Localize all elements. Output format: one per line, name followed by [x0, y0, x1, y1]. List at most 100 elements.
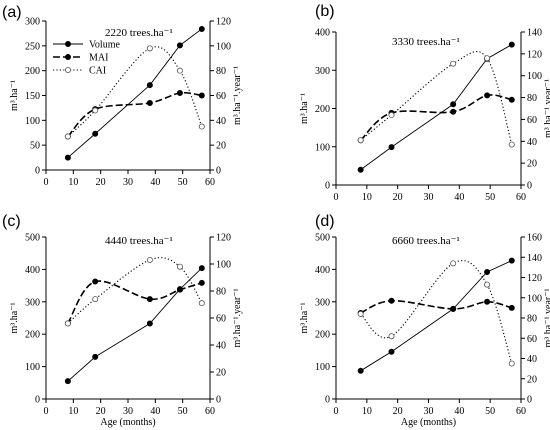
data-point-mai	[388, 297, 395, 304]
x-tick-label: 60	[516, 192, 526, 203]
data-point-cai	[64, 133, 71, 140]
x-tick-label: 60	[516, 406, 526, 417]
legend-entry: MAI	[89, 53, 108, 64]
data-point-mai	[146, 296, 153, 303]
series-line-cai	[360, 260, 513, 364]
series-line-mai	[67, 280, 203, 324]
data-point-mai	[508, 96, 515, 103]
y-right-tick-label: 60	[216, 314, 226, 325]
data-point-mai	[176, 286, 183, 293]
panel-title: 4440 trees.ha⁻¹	[105, 235, 173, 247]
y-right-tick-label: 140	[527, 28, 542, 39]
y-left-tick-label: 0	[325, 181, 330, 192]
y-left-tick-label: 0	[325, 395, 330, 406]
data-point-mai	[484, 298, 491, 305]
series-line-mai	[360, 94, 512, 141]
series-line-cai	[67, 46, 203, 137]
y-right-tick-label: 0	[216, 166, 221, 177]
data-point-mai	[146, 99, 153, 106]
x-tick-label: 30	[123, 406, 133, 417]
x-tick-label: 40	[150, 177, 160, 188]
legend-entry: CAI	[89, 66, 106, 77]
data-point-cai	[484, 55, 491, 62]
panel-label: (b)	[315, 3, 335, 20]
x-tick-label: 40	[454, 406, 464, 417]
data-point-cai	[450, 60, 457, 67]
y-left-tick-label: 200	[25, 66, 40, 77]
data-point-volume	[388, 348, 395, 355]
x-tick-label: 10	[362, 192, 372, 203]
y-right-tick-label: 120	[216, 233, 231, 244]
x-tick-label: 10	[362, 406, 372, 417]
y-right-tick-label: 80	[216, 66, 226, 77]
y-left-tick-label: 100	[25, 362, 40, 373]
y-left-tick-label: 500	[315, 233, 330, 244]
chart-panel-a: (a)0 10 20 30 40 50 60050100150200250300020406…	[2, 4, 243, 188]
x-tick-label: 20	[393, 192, 403, 203]
y-right-tick-label: 80	[527, 314, 537, 325]
data-point-cai	[198, 300, 205, 307]
y-left-tick-label: 250	[25, 41, 40, 52]
series-line-cai	[360, 50, 513, 145]
x-tick-label: 40	[454, 192, 464, 203]
data-point-mai	[198, 92, 205, 99]
data-point-cai	[508, 141, 515, 148]
y-right-tick-label: 120	[527, 273, 542, 284]
x-tick-label: 50	[178, 177, 188, 188]
x-tick-label: 20	[96, 177, 106, 188]
y-left-tick-label: 150	[25, 91, 40, 102]
y-axis-right-title: m³.ha⁻¹.year⁻¹	[543, 289, 550, 348]
data-point-cai	[508, 360, 515, 367]
data-point-cai	[64, 320, 71, 327]
data-point-volume	[176, 42, 183, 49]
y-left-tick-label: 300	[25, 17, 40, 28]
y-right-tick-label: 0	[527, 181, 532, 192]
data-point-volume	[146, 320, 153, 327]
y-right-tick-label: 120	[216, 17, 231, 28]
data-point-cai	[388, 333, 395, 340]
x-tick-label: 50	[485, 192, 495, 203]
panel-label: (d)	[315, 213, 335, 230]
data-point-volume	[92, 353, 99, 360]
x-tick-label: 0	[334, 192, 339, 203]
x-tick-label: 10	[68, 177, 78, 188]
chart-panel-d: (d)0 10 20 30 40 50 60010020030040050002040608…	[299, 213, 550, 428]
data-point-volume	[450, 101, 457, 108]
legend-marker-cai	[65, 67, 72, 74]
data-point-cai	[92, 296, 99, 303]
y-left-tick-label: 200	[315, 330, 330, 341]
y-right-tick-label: 100	[216, 260, 231, 271]
data-point-volume	[357, 166, 364, 173]
y-right-tick-label: 20	[527, 159, 537, 170]
x-tick-label: 20	[96, 406, 106, 417]
panel-title: 3330 trees.ha⁻¹	[392, 36, 460, 48]
data-point-volume	[357, 367, 364, 374]
data-point-cai	[146, 256, 153, 263]
chart-panel-c: (c)0 10 20 30 40 50 60010020030040050002040608…	[2, 213, 243, 428]
x-tick-label: 60	[205, 406, 215, 417]
y-right-tick-label: 0	[216, 395, 221, 406]
data-point-volume	[508, 257, 515, 264]
panel-title: 6660 trees.ha⁻¹	[392, 235, 460, 247]
y-right-tick-label: 40	[216, 341, 226, 352]
data-point-volume	[146, 82, 153, 89]
y-left-tick-label: 300	[315, 66, 330, 77]
data-point-volume	[64, 154, 71, 161]
legend-marker-mai	[65, 54, 72, 61]
y-left-tick-label: 400	[315, 265, 330, 276]
y-right-tick-label: 60	[527, 115, 537, 126]
x-axis-title: Age (months)	[100, 417, 155, 428]
y-right-tick-label: 100	[216, 41, 231, 52]
y-left-tick-label: 400	[315, 28, 330, 39]
data-point-cai	[357, 137, 364, 144]
data-point-cai	[146, 45, 153, 52]
series-line-volume	[360, 260, 512, 372]
y-axis-left-title: m³.ha⁻¹	[9, 80, 20, 111]
y-left-tick-label: 0	[35, 166, 40, 177]
series-line-volume	[360, 44, 512, 171]
y-axis-right-title: m³.ha⁻¹.year⁻¹	[232, 289, 243, 348]
panel-title: 2220 trees.ha⁻¹	[105, 27, 173, 39]
y-right-tick-label: 120	[527, 49, 542, 60]
y-left-tick-label: 300	[315, 297, 330, 308]
